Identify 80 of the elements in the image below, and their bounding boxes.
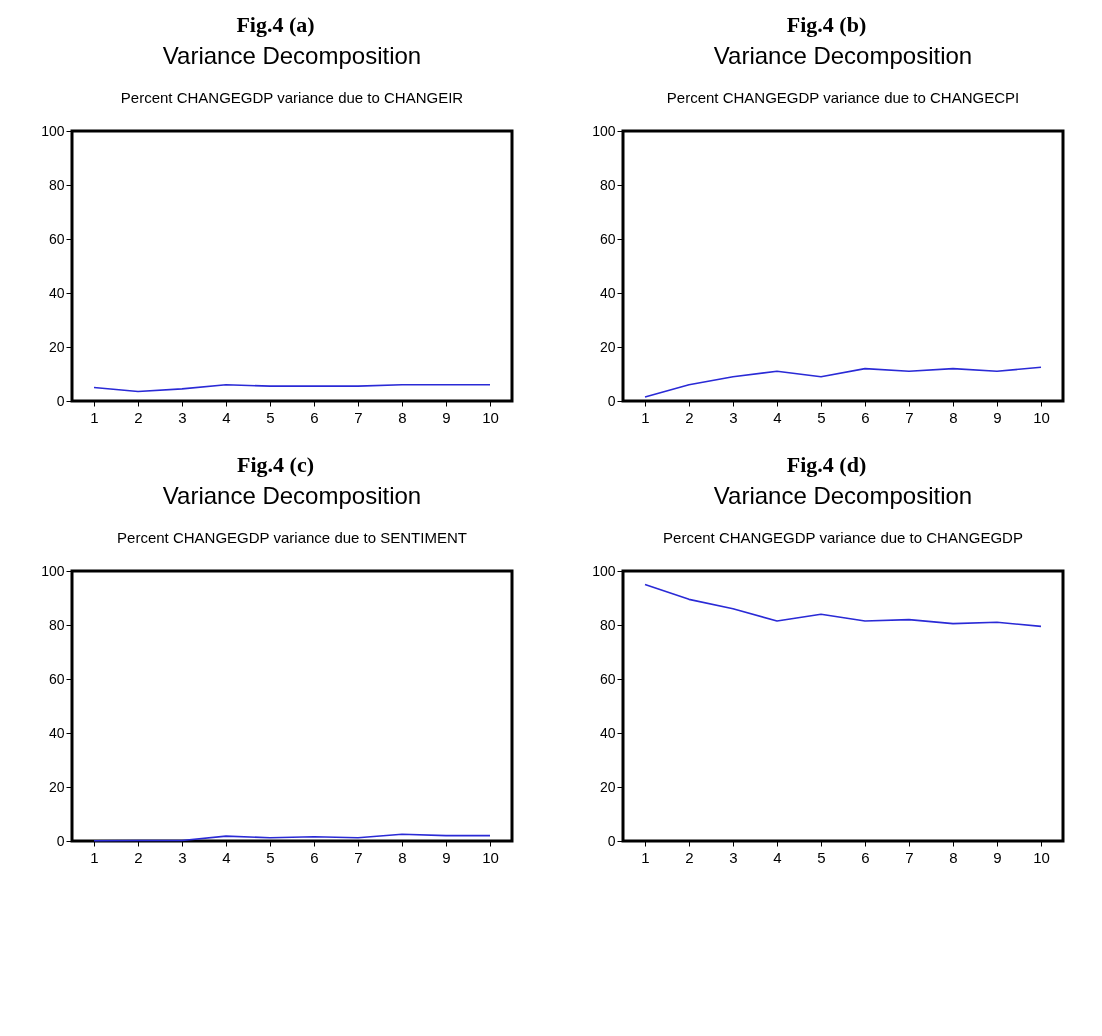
x-tick-label: 5	[265, 408, 275, 426]
x-tick-label: 5	[816, 848, 826, 866]
x-tick-label: 7	[904, 848, 914, 866]
y-tick-label: 20	[48, 338, 65, 355]
x-tick-label: 9	[992, 848, 1002, 866]
x-tick-label: 10	[481, 848, 499, 866]
y-tick-label: 40	[48, 724, 65, 741]
x-tick-label: 1	[89, 848, 99, 866]
y-tick-label: 0	[607, 832, 616, 849]
x-tick-label: 4	[772, 408, 782, 426]
line-series	[643, 366, 1042, 398]
x-tick-label: 2	[684, 408, 694, 426]
y-tick-label: 40	[599, 724, 616, 741]
x-tick-label: 2	[133, 848, 143, 866]
y-tick-label: 80	[48, 616, 65, 633]
x-tick-label: 10	[481, 408, 499, 426]
chart-title: Variance Decomposition	[713, 42, 972, 69]
y-tick-label: 100	[40, 562, 65, 579]
x-tick-label: 3	[728, 408, 738, 426]
y-tick-label: 40	[599, 284, 616, 301]
y-tick-label: 0	[56, 392, 65, 409]
x-tick-label: 2	[133, 408, 143, 426]
x-tick-label: 6	[309, 408, 319, 426]
y-tick-label: 80	[599, 616, 616, 633]
chart-title: Variance Decomposition	[162, 482, 421, 509]
chart-subtitle: Percent CHANGEGDP variance due to CHANGECPI	[666, 89, 1019, 106]
y-tick-label: 60	[48, 670, 65, 687]
y-tick-label: 100	[591, 562, 616, 579]
x-tick-label: 3	[177, 408, 187, 426]
x-tick-label: 2	[684, 848, 694, 866]
y-tick-label: 60	[599, 230, 616, 247]
x-tick-label: 10	[1032, 848, 1050, 866]
y-tick-label: 80	[48, 176, 65, 193]
caption: Fig.4 (d)	[786, 452, 867, 479]
chart-title: Variance Decomposition	[713, 482, 972, 509]
x-tick-label: 6	[860, 848, 870, 866]
x-tick-label: 4	[221, 848, 231, 866]
y-tick-label: 20	[599, 338, 616, 355]
y-tick-label: 20	[599, 778, 616, 795]
x-tick-label: 9	[992, 408, 1002, 426]
y-tick-label: 20	[48, 778, 65, 795]
caption: Fig.4 (a)	[236, 12, 315, 39]
chart-subtitle: Percent CHANGEGDP variance due to CHANGEIR	[120, 89, 463, 106]
x-tick-label: 7	[353, 848, 363, 866]
x-tick-label: 9	[441, 848, 451, 866]
line-series	[92, 833, 491, 842]
x-tick-label: 6	[309, 848, 319, 866]
x-tick-label: 8	[397, 848, 407, 866]
x-tick-label: 1	[640, 408, 650, 426]
x-tick-label: 7	[353, 408, 363, 426]
x-tick-label: 9	[441, 408, 451, 426]
caption: Fig.4 (b)	[786, 12, 867, 39]
y-tick-label: 60	[599, 670, 616, 687]
x-tick-label: 1	[89, 408, 99, 426]
x-tick-label: 8	[397, 408, 407, 426]
x-tick-label: 8	[948, 408, 958, 426]
line-series	[643, 583, 1042, 628]
chart-subtitle: Percent CHANGEGDP variance due to SENTIMENT	[116, 529, 467, 546]
x-tick-label: 6	[860, 408, 870, 426]
chart-title: Variance Decomposition	[162, 42, 421, 69]
x-tick-label: 4	[772, 848, 782, 866]
y-tick-label: 0	[607, 392, 616, 409]
y-tick-label: 0	[56, 832, 65, 849]
y-tick-label: 100	[40, 122, 65, 139]
x-tick-label: 4	[221, 408, 231, 426]
x-tick-label: 5	[265, 848, 275, 866]
line-series	[92, 384, 491, 393]
x-tick-label: 8	[948, 848, 958, 866]
y-tick-label: 80	[599, 176, 616, 193]
y-tick-label: 60	[48, 230, 65, 247]
x-tick-label: 10	[1032, 408, 1050, 426]
x-tick-label: 5	[816, 408, 826, 426]
y-tick-label: 100	[591, 122, 616, 139]
x-tick-label: 1	[640, 848, 650, 866]
y-tick-label: 40	[48, 284, 65, 301]
x-tick-label: 3	[177, 848, 187, 866]
x-tick-label: 3	[728, 848, 738, 866]
chart-subtitle: Percent CHANGEGDP variance due to CHANGEGDP	[662, 529, 1023, 546]
x-tick-label: 7	[904, 408, 914, 426]
caption: Fig.4 (c)	[237, 452, 314, 479]
